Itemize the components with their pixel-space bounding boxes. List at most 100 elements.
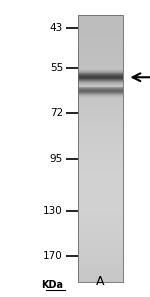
Bar xyxy=(78,74,123,75)
Bar xyxy=(78,149,123,150)
Bar xyxy=(78,84,123,85)
Bar xyxy=(78,193,123,194)
Bar xyxy=(78,188,123,189)
Bar xyxy=(78,67,123,68)
Bar xyxy=(78,91,123,93)
Bar xyxy=(78,111,123,112)
Bar xyxy=(78,180,123,181)
Bar xyxy=(78,234,123,235)
Bar xyxy=(78,178,123,179)
Bar xyxy=(78,63,123,64)
Bar xyxy=(78,199,123,200)
Bar xyxy=(78,70,123,71)
Bar xyxy=(78,72,123,73)
Bar xyxy=(78,261,123,263)
Bar xyxy=(78,18,123,19)
Bar xyxy=(78,107,123,108)
Bar xyxy=(78,79,123,80)
Bar xyxy=(78,84,123,85)
Bar xyxy=(78,165,123,166)
Bar xyxy=(78,124,123,125)
Bar xyxy=(78,120,123,121)
Bar xyxy=(78,15,123,16)
Bar xyxy=(78,136,123,137)
Bar xyxy=(78,114,123,116)
Bar xyxy=(78,146,123,147)
Bar xyxy=(78,211,123,213)
Bar xyxy=(78,151,123,152)
Bar xyxy=(78,91,123,92)
Bar xyxy=(78,142,123,143)
Bar xyxy=(78,100,123,101)
Bar xyxy=(78,226,123,227)
Bar xyxy=(78,72,123,74)
Bar xyxy=(78,73,123,75)
Bar xyxy=(78,259,123,260)
Bar xyxy=(78,273,123,274)
Bar xyxy=(78,48,123,49)
Bar xyxy=(78,91,123,92)
Bar xyxy=(78,141,123,142)
Bar xyxy=(78,76,123,78)
Bar xyxy=(78,45,123,46)
Bar xyxy=(78,158,123,159)
Bar xyxy=(78,96,123,97)
Bar xyxy=(78,105,123,106)
Bar xyxy=(78,75,123,76)
Bar xyxy=(78,69,123,71)
Bar xyxy=(78,181,123,182)
Bar xyxy=(78,154,123,155)
Bar xyxy=(78,211,123,212)
Bar xyxy=(78,69,123,70)
Bar xyxy=(78,64,123,65)
Bar xyxy=(78,113,123,115)
Bar xyxy=(78,266,123,267)
Bar xyxy=(78,219,123,221)
Bar xyxy=(78,265,123,266)
Bar xyxy=(78,156,123,157)
Bar xyxy=(78,275,123,276)
Bar xyxy=(78,74,123,75)
Bar xyxy=(78,68,123,69)
Bar xyxy=(78,85,123,86)
Bar xyxy=(78,110,123,111)
Bar xyxy=(78,170,123,171)
Bar xyxy=(78,87,123,88)
Bar xyxy=(78,23,123,25)
Bar xyxy=(78,116,123,117)
Bar xyxy=(78,196,123,198)
Bar xyxy=(78,203,123,204)
Bar xyxy=(78,88,123,89)
Bar xyxy=(78,161,123,162)
Bar xyxy=(78,176,123,177)
Bar xyxy=(78,80,123,81)
Bar xyxy=(78,119,123,120)
Bar xyxy=(78,172,123,173)
Bar xyxy=(78,244,123,245)
Bar xyxy=(78,70,123,71)
Bar xyxy=(78,174,123,175)
Bar xyxy=(78,77,123,78)
Bar xyxy=(78,105,123,107)
Bar xyxy=(78,204,123,206)
Bar xyxy=(78,168,123,169)
Bar xyxy=(78,197,123,198)
Bar xyxy=(78,159,123,160)
Bar xyxy=(78,84,123,86)
Bar xyxy=(78,94,123,95)
Bar xyxy=(78,219,123,220)
Bar xyxy=(78,137,123,138)
Bar xyxy=(78,177,123,178)
Bar xyxy=(78,145,123,146)
Bar xyxy=(78,80,123,81)
Bar xyxy=(78,62,123,63)
Bar xyxy=(78,214,123,215)
Bar xyxy=(78,182,123,183)
Bar xyxy=(78,253,123,255)
Bar xyxy=(78,189,123,190)
Text: 55: 55 xyxy=(50,64,63,73)
Bar xyxy=(78,112,123,113)
Bar xyxy=(78,248,123,249)
Bar xyxy=(78,71,123,72)
Bar xyxy=(78,212,123,214)
